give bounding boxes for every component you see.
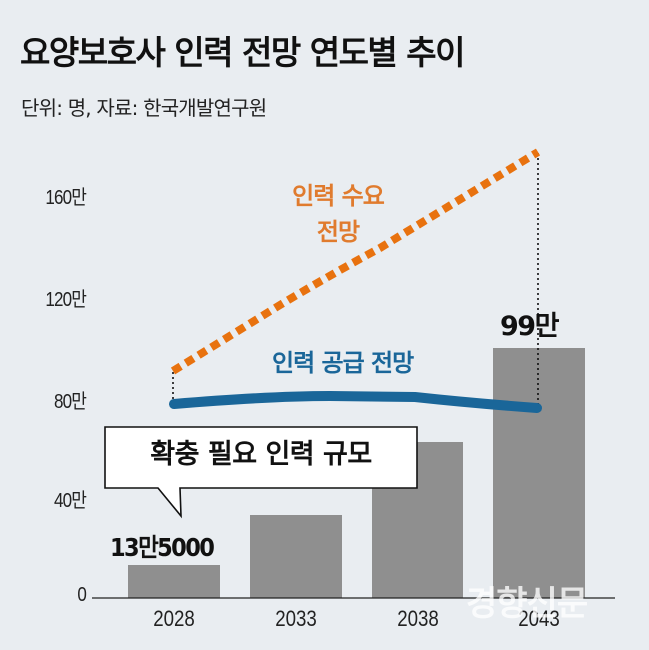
x-tick-2028: 2028	[153, 606, 195, 631]
bar-2043	[493, 348, 585, 598]
callout-box	[104, 426, 418, 519]
y-tick-120: 120만	[45, 289, 86, 311]
value-label-2043: 99만	[500, 311, 559, 342]
y-tick-160: 160만	[45, 187, 86, 209]
value-label-2028: 13만5000	[110, 533, 215, 562]
chart-title: 요양보호사 인력 전망 연도별 추이	[20, 33, 466, 72]
x-tick-2043: 2043	[518, 606, 560, 631]
y-tick-0: 0	[77, 584, 86, 606]
callout-label: 확충 필요 인력 규모	[150, 439, 372, 470]
supply-label: 인력 공급 전망	[272, 349, 414, 377]
chart-subtitle: 단위: 명, 자료: 한국개발연구원	[21, 96, 267, 120]
demand-label-line-1: 인력 수요	[292, 182, 385, 210]
demand-line	[170, 148, 541, 375]
x-tick-2033: 2033	[275, 606, 317, 631]
watermark-logo: 경향신문	[466, 584, 588, 624]
y-tick-80: 80만	[53, 391, 87, 413]
demand-label: 인력 수요 전망	[268, 178, 408, 250]
demand-label-line-2: 전망	[316, 218, 360, 246]
x-tick-2038: 2038	[397, 606, 439, 631]
bar-2033	[250, 515, 342, 598]
bar-2028	[128, 565, 220, 598]
y-tick-40: 40만	[53, 490, 87, 512]
supply-line	[169, 390, 542, 413]
